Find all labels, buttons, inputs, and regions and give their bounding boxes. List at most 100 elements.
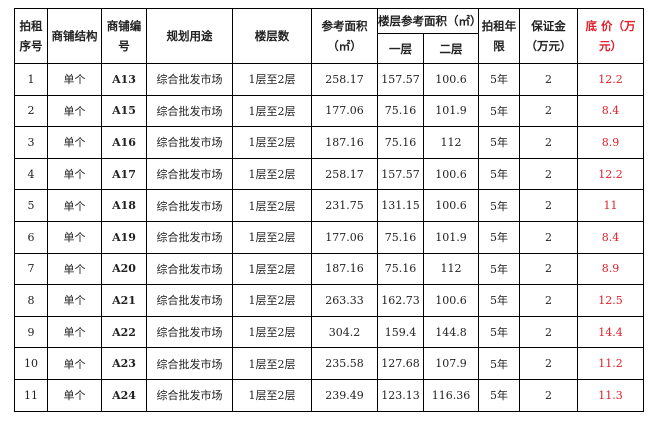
- cell-deposit: 2: [519, 347, 578, 380]
- cell-structure: 单个: [47, 347, 102, 380]
- cell-structure: 单个: [47, 126, 102, 159]
- cell-structure: 单个: [47, 220, 102, 254]
- cell-base-price: 8.9: [577, 252, 644, 286]
- cell-floor2-area: 100.6: [423, 189, 479, 222]
- cell-base-price: 12.2: [577, 157, 644, 191]
- header-deposit: 保证金（万元）: [519, 8, 578, 64]
- cell-term: 5年: [478, 252, 520, 286]
- cell-floor1-area: 127.68: [377, 347, 424, 380]
- cell-floor1-area: 123.13: [377, 378, 424, 412]
- cell-term: 5年: [478, 347, 520, 380]
- header-floor1: 一层: [377, 33, 424, 64]
- cell-floors: 1层至2层: [232, 284, 312, 317]
- cell-floors: 1层至2层: [232, 157, 312, 191]
- cell-floors: 1层至2层: [232, 252, 312, 286]
- cell-use: 综合批发市场: [146, 284, 233, 317]
- cell-seq: 1: [14, 63, 48, 96]
- table-row: 3 单个 A16 综合批发市场 1层至2层 187.16 75.16 112 5年 2 8.9: [14, 126, 644, 159]
- cell-area: 187.16: [311, 126, 378, 159]
- cell-structure: 单个: [47, 252, 102, 286]
- cell-code: A24: [101, 378, 147, 412]
- cell-area: 263.33: [311, 284, 378, 317]
- cell-area: 177.06: [311, 220, 378, 254]
- cell-term: 5年: [478, 315, 520, 349]
- header-area: 参考面积（㎡）: [311, 8, 378, 64]
- cell-seq: 2: [14, 94, 48, 128]
- cell-floor1-area: 75.16: [377, 252, 424, 286]
- cell-floor2-area: 100.6: [423, 63, 479, 96]
- cell-seq: 6: [14, 220, 48, 254]
- cell-floor1-area: 75.16: [377, 220, 424, 254]
- cell-deposit: 2: [519, 378, 578, 412]
- shop-lease-table: 拍租序号 商铺结构 商铺编号 规划用途 楼层数 参考面积（㎡） 楼层参考面积（㎡…: [14, 8, 644, 412]
- cell-floor2-area: 116.36: [423, 378, 479, 412]
- cell-area: 258.17: [311, 157, 378, 191]
- cell-base-price: 11.3: [577, 378, 644, 412]
- cell-deposit: 2: [519, 315, 578, 349]
- cell-code: A23: [101, 347, 147, 380]
- cell-floor1-area: 159.4: [377, 315, 424, 349]
- cell-floors: 1层至2层: [232, 94, 312, 128]
- cell-base-price: 8.9: [577, 126, 644, 159]
- cell-seq: 7: [14, 252, 48, 286]
- cell-floors: 1层至2层: [232, 378, 312, 412]
- cell-code: A19: [101, 220, 147, 254]
- cell-seq: 9: [14, 315, 48, 349]
- cell-base-price: 12.2: [577, 63, 644, 96]
- cell-use: 综合批发市场: [146, 63, 233, 96]
- table-row: 4 单个 A17 综合批发市场 1层至2层 258.17 157.57 100.6 5年 2 12.…: [14, 157, 644, 191]
- cell-floor2-area: 101.9: [423, 220, 479, 254]
- table-row: 6 单个 A19 综合批发市场 1层至2层 177.06 75.16 101.9 5年 2 8.4: [14, 220, 644, 254]
- cell-floor1-area: 131.15: [377, 189, 424, 222]
- header-term: 拍租年限: [478, 8, 520, 64]
- cell-floor2-area: 107.9: [423, 347, 479, 380]
- cell-structure: 单个: [47, 284, 102, 317]
- cell-structure: 单个: [47, 378, 102, 412]
- cell-deposit: 2: [519, 94, 578, 128]
- cell-term: 5年: [478, 94, 520, 128]
- cell-deposit: 2: [519, 63, 578, 96]
- cell-code: A22: [101, 315, 147, 349]
- table-row: 7 单个 A20 综合批发市场 1层至2层 187.16 75.16 112 5年 2 8.9: [14, 252, 644, 286]
- table-row: 11 单个 A24 综合批发市场 1层至2层 239.49 123.13 116.36 5年 2 1…: [14, 378, 644, 412]
- cell-floor2-area: 112: [423, 252, 479, 286]
- cell-seq: 4: [14, 157, 48, 191]
- cell-term: 5年: [478, 220, 520, 254]
- cell-use: 综合批发市场: [146, 252, 233, 286]
- cell-floor1-area: 162.73: [377, 284, 424, 317]
- cell-area: 187.16: [311, 252, 378, 286]
- cell-code: A21: [101, 284, 147, 317]
- cell-term: 5年: [478, 157, 520, 191]
- header-code: 商铺编号: [101, 8, 147, 64]
- cell-floor2-area: 101.9: [423, 94, 479, 128]
- cell-floors: 1层至2层: [232, 189, 312, 222]
- cell-code: A16: [101, 126, 147, 159]
- cell-seq: 3: [14, 126, 48, 159]
- cell-use: 综合批发市场: [146, 220, 233, 254]
- table-row: 8 单个 A21 综合批发市场 1层至2层 263.33 162.73 100.6 5年 2 12.…: [14, 284, 644, 317]
- cell-floors: 1层至2层: [232, 347, 312, 380]
- cell-use: 综合批发市场: [146, 378, 233, 412]
- cell-code: A15: [101, 94, 147, 128]
- cell-floors: 1层至2层: [232, 63, 312, 96]
- cell-deposit: 2: [519, 220, 578, 254]
- cell-code: A20: [101, 252, 147, 286]
- cell-area: 304.2: [311, 315, 378, 349]
- cell-seq: 5: [14, 189, 48, 222]
- cell-floor1-area: 75.16: [377, 126, 424, 159]
- table-row: 1 单个 A13 综合批发市场 1层至2层 258.17 157.57 100.6 5年 2 12.…: [14, 63, 644, 96]
- cell-area: 177.06: [311, 94, 378, 128]
- cell-base-price: 11: [577, 189, 644, 222]
- cell-area: 258.17: [311, 63, 378, 96]
- header-floors: 楼层数: [232, 8, 312, 64]
- cell-term: 5年: [478, 189, 520, 222]
- cell-base-price: 11.2: [577, 347, 644, 380]
- table-row: 5 单个 A18 综合批发市场 1层至2层 231.75 131.15 100.6 5年 2 11: [14, 189, 644, 222]
- cell-floor2-area: 144.8: [423, 315, 479, 349]
- cell-structure: 单个: [47, 315, 102, 349]
- cell-use: 综合批发市场: [146, 189, 233, 222]
- cell-structure: 单个: [47, 189, 102, 222]
- header-use: 规划用途: [146, 8, 233, 64]
- cell-deposit: 2: [519, 252, 578, 286]
- cell-base-price: 8.4: [577, 220, 644, 254]
